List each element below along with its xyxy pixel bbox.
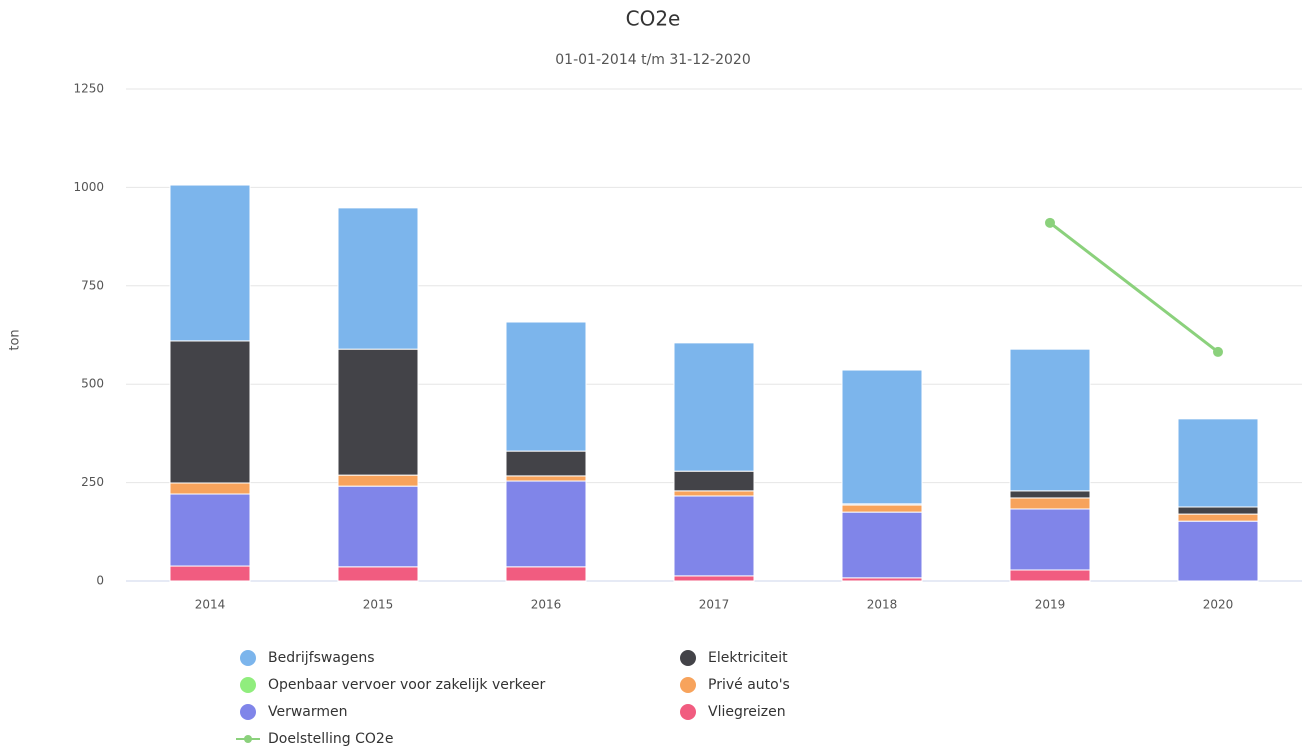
legend-label: Elektriciteit — [708, 650, 788, 666]
bar-segment — [841, 511, 923, 579]
bar-segment — [1009, 490, 1091, 499]
legend-symbol — [244, 735, 252, 743]
bar-segment — [505, 321, 587, 452]
x-tick-label: 2018 — [867, 598, 898, 612]
y-tick-label: 1250 — [73, 82, 104, 96]
legend-symbol — [240, 650, 256, 666]
x-tick-label: 2020 — [1203, 598, 1234, 612]
bar-segment — [505, 450, 587, 477]
bar-segment — [169, 184, 251, 342]
bar-segment — [169, 493, 251, 567]
legend-label: Doelstelling CO2e — [268, 731, 393, 747]
bar-segment — [1177, 418, 1259, 508]
bar-segment — [1009, 348, 1091, 492]
bar-segment — [673, 495, 755, 577]
bar-segment — [337, 474, 419, 487]
bar-segment — [505, 480, 587, 568]
x-tick-label: 2016 — [531, 598, 562, 612]
bar-segment — [337, 566, 419, 582]
bar-segment — [1009, 508, 1091, 571]
legend-symbol — [680, 704, 696, 720]
target-point — [1045, 217, 1055, 228]
legend-symbol — [240, 677, 256, 693]
y-tick-label: 750 — [81, 278, 104, 292]
x-tick-label: 2017 — [699, 598, 730, 612]
y-tick-label: 1000 — [73, 180, 104, 194]
y-tick-label: 0 — [96, 574, 104, 588]
bar-segment — [1177, 506, 1259, 515]
bar-segment — [1009, 497, 1091, 510]
legend-label: Bedrijfswagens — [268, 650, 375, 666]
bar-segment — [337, 485, 419, 568]
x-tick-label: 2014 — [195, 598, 226, 612]
target-point — [1213, 346, 1223, 357]
bar-segment — [1009, 569, 1091, 582]
bar-segment — [1177, 513, 1259, 522]
x-tick-label: 2015 — [363, 598, 394, 612]
bar-segment — [337, 207, 419, 350]
chart-title: CO2e — [626, 7, 681, 31]
x-tick-label: 2019 — [1035, 598, 1066, 612]
bar-segment — [841, 504, 923, 513]
bar-segment — [505, 566, 587, 582]
bar-segment — [673, 490, 755, 497]
bar-segment — [169, 565, 251, 582]
legend-label: Vliegreizen — [708, 704, 786, 720]
bar-segment — [673, 470, 755, 492]
bar-segment — [673, 342, 755, 472]
legend-symbol — [240, 704, 256, 720]
bar-segment — [169, 482, 251, 495]
bar-segment — [841, 369, 923, 505]
bar-segment — [337, 348, 419, 476]
chart-subtitle: 01-01-2014 t/m 31-12-2020 — [555, 52, 750, 68]
legend-label: Privé auto's — [708, 677, 790, 693]
y-axis-label: ton — [8, 329, 23, 350]
legend-label: Verwarmen — [268, 704, 348, 720]
y-tick-label: 250 — [81, 475, 104, 489]
legend-label: Openbaar vervoer voor zakelijk verkeer — [268, 677, 545, 693]
bar-segment — [673, 575, 755, 582]
bar-segment — [505, 475, 587, 482]
target-line — [1049, 221, 1219, 354]
bar-segment — [169, 340, 251, 484]
y-tick-label: 500 — [81, 377, 104, 391]
legend-symbol — [680, 650, 696, 666]
bar-segment — [1177, 520, 1259, 582]
legend-symbol — [680, 677, 696, 693]
